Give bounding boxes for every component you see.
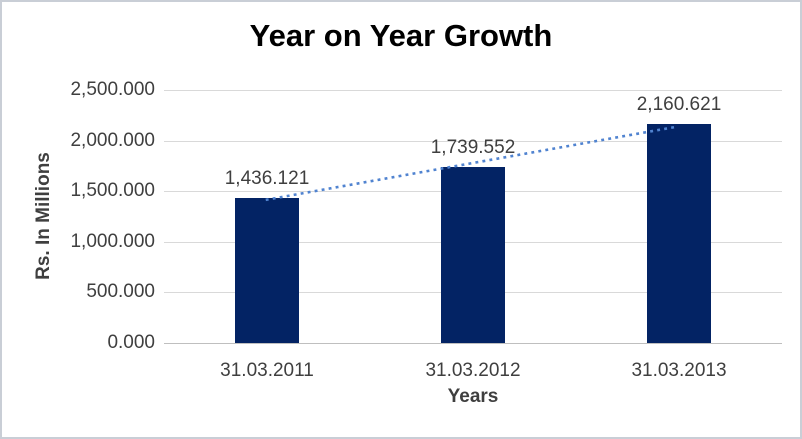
bar bbox=[441, 166, 505, 343]
data-label: 2,160.621 bbox=[636, 94, 722, 116]
category-label: 31.03.2011 bbox=[220, 360, 314, 381]
y-tick-label: 1,500.000 bbox=[70, 180, 155, 202]
chart-title: Year on Year Growth bbox=[249, 18, 553, 53]
category-label: 31.03.2012 bbox=[425, 360, 521, 381]
y-tick-label: 0.000 bbox=[107, 332, 155, 353]
gridline bbox=[164, 90, 782, 91]
gridline bbox=[164, 343, 782, 344]
bar bbox=[235, 197, 299, 343]
bar bbox=[647, 124, 711, 343]
y-tick-label: 1,000.000 bbox=[70, 230, 155, 252]
data-label: 1,739.552 bbox=[430, 136, 516, 158]
plot-area: 1,436.121 1,739.552 2,160.621 bbox=[164, 90, 782, 344]
y-axis-title: Rs. In Millions bbox=[33, 152, 54, 280]
gridline bbox=[164, 140, 782, 142]
y-tick-label: 500.000 bbox=[86, 281, 155, 303]
category-label: 31.03.2013 bbox=[631, 360, 727, 381]
trendline-svg bbox=[265, 124, 681, 202]
x-axis-title: Years bbox=[447, 386, 499, 407]
y-tick-label: 2,500.000 bbox=[70, 79, 155, 100]
trendline bbox=[265, 124, 681, 202]
y-tick-label: 2,000.000 bbox=[70, 129, 155, 151]
data-label: 1,436.121 bbox=[224, 167, 310, 189]
